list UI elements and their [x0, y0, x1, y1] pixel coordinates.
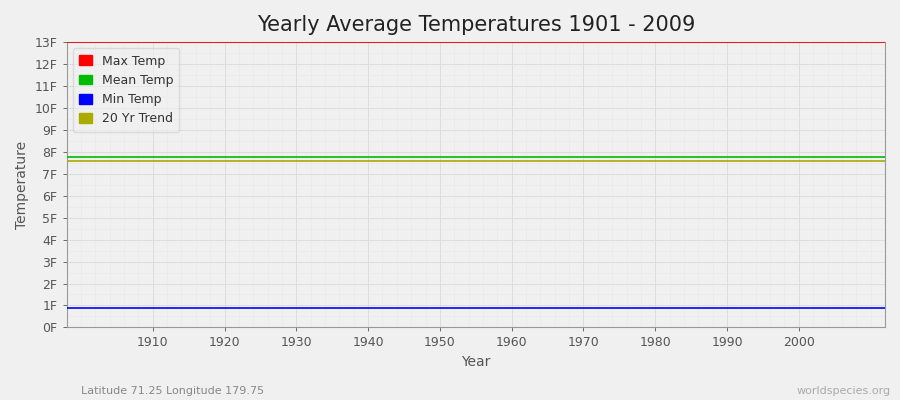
Y-axis label: Temperature: Temperature [15, 141, 29, 229]
Text: Latitude 71.25 Longitude 179.75: Latitude 71.25 Longitude 179.75 [81, 386, 264, 396]
Legend: Max Temp, Mean Temp, Min Temp, 20 Yr Trend: Max Temp, Mean Temp, Min Temp, 20 Yr Tre… [73, 48, 179, 132]
X-axis label: Year: Year [461, 355, 491, 369]
Title: Yearly Average Temperatures 1901 - 2009: Yearly Average Temperatures 1901 - 2009 [256, 15, 695, 35]
Text: worldspecies.org: worldspecies.org [796, 386, 891, 396]
